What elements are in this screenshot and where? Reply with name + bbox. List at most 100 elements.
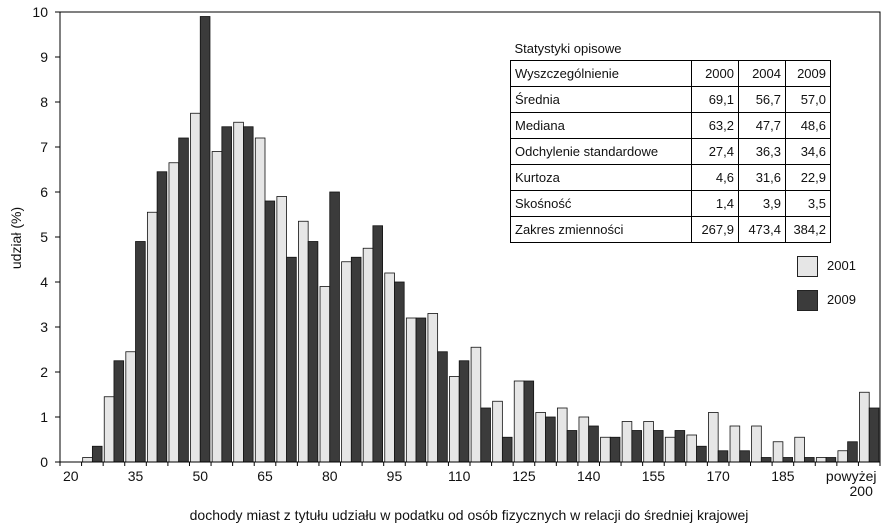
bar-2009-130 bbox=[545, 416, 556, 463]
y-tick-label: 1 bbox=[40, 409, 48, 425]
x-tick-label: powyżej 200 bbox=[826, 468, 877, 499]
bar-2009-35 bbox=[135, 241, 146, 463]
x-tick-label: 80 bbox=[322, 468, 338, 484]
x-tick-label: 20 bbox=[63, 468, 79, 484]
bar-2009-105 bbox=[437, 351, 448, 463]
bar-2001-55 bbox=[211, 151, 223, 463]
bar-2009-125 bbox=[523, 380, 535, 463]
cell-value: 57,0 bbox=[785, 86, 831, 113]
x-tick-label: 155 bbox=[642, 468, 666, 484]
bar-2001-150 bbox=[621, 421, 633, 463]
bar-2009-150 bbox=[631, 430, 642, 463]
bar-2001-185 bbox=[772, 441, 784, 463]
cell-value: 27,4 bbox=[691, 138, 739, 165]
x-axis-title: dochody miast z tytułu udziału w podatku… bbox=[190, 507, 749, 523]
bar-2009-140 bbox=[588, 425, 599, 463]
bar-2001-110 bbox=[449, 376, 460, 463]
bar-2001-50 bbox=[190, 112, 201, 463]
bar-2001-140 bbox=[578, 416, 590, 463]
bar-2001-70 bbox=[276, 196, 287, 463]
bar-2001-170 bbox=[708, 412, 719, 463]
table-row: Średnia 69,1 56,7 57,0 bbox=[510, 86, 831, 113]
bar-2001-65 bbox=[254, 137, 266, 463]
y-tick-label: 4 bbox=[40, 274, 48, 290]
legend-label: 2001 bbox=[827, 258, 856, 273]
row-label: Odchylenie standardowe bbox=[510, 138, 692, 165]
cell-value: 69,1 bbox=[691, 86, 739, 113]
bar-2001-powyżej 200 bbox=[859, 391, 870, 463]
bar-2009-70 bbox=[286, 256, 297, 463]
row-label: Skośność bbox=[510, 190, 692, 217]
table-row: Kurtoza 4,6 31,6 22,9 bbox=[510, 164, 831, 191]
bar-2001-160 bbox=[664, 436, 676, 463]
bar-2001-45 bbox=[168, 162, 180, 463]
header-cell: 2009 bbox=[785, 60, 831, 87]
y-tick-label: 9 bbox=[40, 49, 48, 65]
bar-2009-90 bbox=[372, 225, 384, 463]
bar-2009-85 bbox=[350, 256, 362, 463]
bar-2001-105 bbox=[427, 313, 439, 463]
bar-2001-195 bbox=[815, 457, 827, 463]
cell-value: 22,9 bbox=[785, 164, 831, 191]
bar-2009-powyżej 200 bbox=[868, 407, 880, 463]
bar-2009-170 bbox=[717, 450, 729, 463]
bar-2009-165 bbox=[696, 445, 707, 463]
bar-2009-60 bbox=[243, 126, 254, 463]
header-cell: 2004 bbox=[738, 60, 786, 87]
table-row: Zakres zmienności 267,9 473,4 384,2 bbox=[510, 216, 831, 243]
y-tick-label: 10 bbox=[32, 4, 48, 20]
row-label: Kurtoza bbox=[510, 164, 692, 191]
bar-2009-195 bbox=[825, 457, 837, 463]
bar-2009-55 bbox=[221, 126, 232, 463]
y-tick-label: 0 bbox=[40, 454, 48, 470]
bar-2001-190 bbox=[794, 436, 805, 463]
bar-2009-80 bbox=[329, 191, 340, 463]
bar-2001-175 bbox=[729, 425, 741, 463]
cell-value: 3,5 bbox=[785, 190, 831, 217]
bar-2009-65 bbox=[264, 200, 276, 463]
bar-2001-125 bbox=[513, 380, 525, 463]
bar-2009-175 bbox=[739, 450, 750, 463]
stats-table-header-row: Wyszczególnienie 2000 2004 2009 bbox=[510, 60, 831, 87]
legend-label: 2009 bbox=[827, 292, 856, 307]
bar-2009-75 bbox=[307, 241, 319, 463]
bar-2001-85 bbox=[341, 261, 352, 463]
bar-2001-120 bbox=[492, 400, 503, 463]
bar-2001-35 bbox=[125, 351, 136, 463]
cell-value: 31,6 bbox=[738, 164, 786, 191]
bar-2001-200 bbox=[837, 450, 849, 463]
x-tick-label: 125 bbox=[512, 468, 536, 484]
header-cell: Wyszczególnienie bbox=[510, 60, 692, 87]
cell-value: 34,6 bbox=[785, 138, 831, 165]
x-tick-label: 110 bbox=[448, 468, 471, 484]
cell-value: 473,4 bbox=[738, 216, 786, 243]
cell-value: 384,2 bbox=[785, 216, 831, 243]
stats-table: Statystyki opisowe Wyszczególnienie 2000… bbox=[510, 36, 831, 243]
table-row: Mediana 63,2 47,7 48,6 bbox=[510, 112, 831, 139]
cell-value: 36,3 bbox=[738, 138, 786, 165]
bar-2001-180 bbox=[751, 425, 762, 463]
bar-2001-145 bbox=[600, 436, 611, 463]
x-tick-label: 65 bbox=[257, 468, 273, 484]
bar-2009-95 bbox=[394, 281, 405, 463]
legend-swatch-2001 bbox=[797, 256, 818, 277]
bar-2001-75 bbox=[298, 220, 309, 463]
bar-2001-100 bbox=[405, 317, 417, 463]
x-tick-label: 95 bbox=[387, 468, 403, 484]
bar-2009-25 bbox=[91, 445, 103, 463]
bar-2009-160 bbox=[674, 430, 686, 463]
bar-2001-30 bbox=[103, 396, 115, 463]
bar-2009-120 bbox=[501, 436, 513, 463]
bar-2001-115 bbox=[470, 346, 482, 463]
x-tick-label: 170 bbox=[706, 468, 730, 484]
bar-2009-180 bbox=[760, 457, 772, 463]
cell-value: 3,9 bbox=[738, 190, 786, 217]
y-tick-label: 7 bbox=[40, 139, 48, 155]
header-cell: 2000 bbox=[691, 60, 739, 87]
bar-2001-130 bbox=[535, 412, 546, 463]
x-tick-label-line: 200 bbox=[850, 483, 874, 499]
cell-value: 4,6 bbox=[691, 164, 739, 191]
bar-2001-80 bbox=[319, 286, 331, 463]
